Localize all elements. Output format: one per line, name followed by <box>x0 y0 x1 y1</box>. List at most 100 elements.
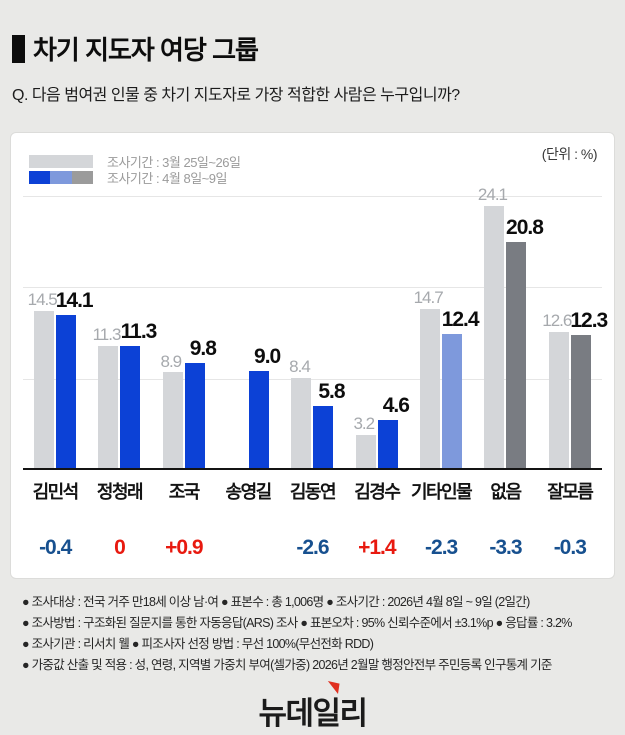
bar-april: 9.0 <box>249 346 281 470</box>
bar-april: 12.3 <box>570 310 608 470</box>
logo-wrap: 뉴데일리 <box>0 681 625 733</box>
gridline <box>23 378 602 380</box>
title-accent-bar <box>12 34 25 63</box>
bar-value-label: 11.3 <box>120 320 158 344</box>
bar-value-label: 9.0 <box>254 345 281 369</box>
bar-march: 12.6 <box>542 312 572 470</box>
bar-value-label: 4.6 <box>382 393 410 417</box>
bar-value-label: 11.3 <box>92 325 122 345</box>
category-label: 없음 <box>490 482 522 502</box>
bar-group-6: 3.2 4.6 <box>345 196 410 470</box>
unit-label: (단위 : %) <box>541 146 598 162</box>
bar-march: 14.5 <box>28 291 58 470</box>
bar-april: 20.8 <box>506 216 544 470</box>
page-title: 차기 지도자 여당 그룹 <box>33 35 259 65</box>
legend-label-april: 조사기간 : 4월 8일~9일 <box>107 171 227 186</box>
bar-group-4: 9.0 <box>216 196 281 470</box>
diff-value <box>216 536 280 560</box>
bar-value-label: 8.9 <box>160 351 182 371</box>
bar-april: 14.1 <box>56 290 94 470</box>
bar-april: 9.8 <box>184 337 217 470</box>
diff-value: +1.4 <box>358 536 396 559</box>
bar-group-2: 11.3 11.3 <box>87 196 157 470</box>
bar-slot: 24.1 <box>478 186 508 470</box>
legend-row-april: 조사기간 : 4월 8일~9일 <box>29 171 614 186</box>
footnote-line: ● 조사기관 : 리서치 웰 ● 피조사자 선정 방법 : 무선 100%(무선… <box>22 637 374 651</box>
diff-value: -0.3 <box>553 536 587 559</box>
bar-slot: 12.3 <box>570 196 608 470</box>
bar-slot: 11.3 <box>120 196 157 470</box>
bar-march: 8.9 <box>160 352 183 470</box>
category-label: 잘모름 <box>547 482 594 502</box>
diff-value: -2.6 <box>296 536 329 559</box>
footnote-line: ● 조사방법 : 구조화된 질문지를 통한 자동응답(ARS) 조사 ● 표본오… <box>22 616 572 630</box>
bar-slot: 4.6 <box>377 196 410 470</box>
bar-group-3: 8.9 9.8 <box>152 196 217 470</box>
category-labels-row: 김민석 정청래 조국 송영길 김동연 김경수 기타인물 없음 잘모름 <box>23 470 602 504</box>
bar-group-9: 12.6 12.3 <box>538 196 608 470</box>
bar-april: 4.6 <box>377 394 410 470</box>
legend-swatch-segment <box>29 171 51 184</box>
bar-value-label: 14.5 <box>27 290 58 310</box>
bar-value-label: 5.8 <box>318 380 345 404</box>
bar-march: 11.3 <box>93 326 121 470</box>
bar-group-7: 14.7 12.4 <box>409 196 480 470</box>
bar-value-label: 14.7 <box>413 288 444 308</box>
bar-slot: 20.8 <box>506 196 544 470</box>
question-text: Q. 다음 범여권 인물 중 차기 지도자로 가장 적합한 사람은 누구입니까? <box>12 87 460 104</box>
bar-march: 8.4 <box>289 358 312 470</box>
bar-slot: 14.7 <box>414 196 444 470</box>
bar-value-label: 12.4 <box>441 308 480 332</box>
legend-row-march: 조사기간 : 3월 25일~26일 <box>29 155 614 170</box>
newdaily-logo: 뉴데일리 <box>258 681 368 733</box>
bar-slot: 12.6 <box>542 196 572 470</box>
category-label: 기타인물 <box>411 482 473 502</box>
bar-slot <box>227 196 247 470</box>
bar-slot: 8.4 <box>289 196 312 470</box>
diff-value: +0.9 <box>165 536 203 559</box>
difference-row: -0.4 0 +0.9 -2.6 +1.4 -2.3 -3.3 -0.3 <box>23 536 602 560</box>
chart-card: (단위 : %) 조사기간 : 3월 25일~26일 조사기간 : 4월 8일~… <box>10 132 615 579</box>
survey-footnotes: ● 조사대상 : 전국 거주 만18세 이상 남·여 ● 표본수 : 총 1,0… <box>22 592 613 676</box>
bar-slot: 9.8 <box>184 196 217 470</box>
bar-value-label: 8.4 <box>289 357 311 377</box>
category-label: 송영길 <box>225 482 273 502</box>
footnote-line: ● 가중값 산출 및 적용 : 성, 연령, 지역별 가중치 부여(셀가중) 2… <box>22 658 552 672</box>
category-label: 조국 <box>168 482 201 502</box>
category-label: 김민석 <box>32 482 80 502</box>
bar-value-label: 14.1 <box>55 289 94 313</box>
footnote-line: ● 조사대상 : 전국 거주 만18세 이상 남·여 ● 표본수 : 총 1,0… <box>22 595 530 609</box>
bar-slot: 3.2 <box>353 196 376 470</box>
logo-text: 뉴데일리 <box>258 696 368 731</box>
title-row: 차기 지도자 여당 그룹 <box>12 30 613 67</box>
bar-value-label: 12.6 <box>542 311 572 331</box>
bar-chart: 14.5 14.1 11.3 11.3 8.9 9.8 9.0 8.4 5.8 3.2 4.6 14.… <box>23 186 608 470</box>
legend-label-march: 조사기간 : 3월 25일~26일 <box>107 155 241 170</box>
logo-red-accent-icon <box>327 681 340 694</box>
legend-swatch-segment <box>50 171 72 184</box>
header: 차기 지도자 여당 그룹 Q. 다음 범여권 인물 중 차기 지도자로 가장 적… <box>0 0 625 105</box>
diff-value: -3.3 <box>489 536 522 559</box>
bar-slot: 9.0 <box>249 196 281 470</box>
gridline <box>23 196 602 197</box>
bar-group-8: 24.1 20.8 <box>473 186 544 470</box>
legend-swatch-march <box>29 155 93 168</box>
bar-group-5: 8.4 5.8 <box>280 196 346 470</box>
legend-swatch-april <box>29 171 93 184</box>
bar-april: 12.4 <box>442 309 480 470</box>
category-label: 정청래 <box>96 482 144 502</box>
bar-slot: 14.5 <box>28 196 58 470</box>
bar-value-label: 9.8 <box>189 336 217 360</box>
diff-value: 0 <box>114 536 126 559</box>
category-label: 김동연 <box>289 482 337 502</box>
category-label: 김경수 <box>354 482 401 502</box>
diff-value: -2.3 <box>425 536 458 559</box>
gridline <box>23 287 602 289</box>
bar-slot: 8.9 <box>160 196 183 470</box>
bar-value-label: 24.1 <box>477 185 508 205</box>
legend: 조사기간 : 3월 25일~26일 조사기간 : 4월 8일~9일 <box>29 155 614 186</box>
bar-value-label: 20.8 <box>506 216 544 239</box>
bar-march: 3.2 <box>353 415 376 470</box>
bar-april: 5.8 <box>313 381 346 470</box>
